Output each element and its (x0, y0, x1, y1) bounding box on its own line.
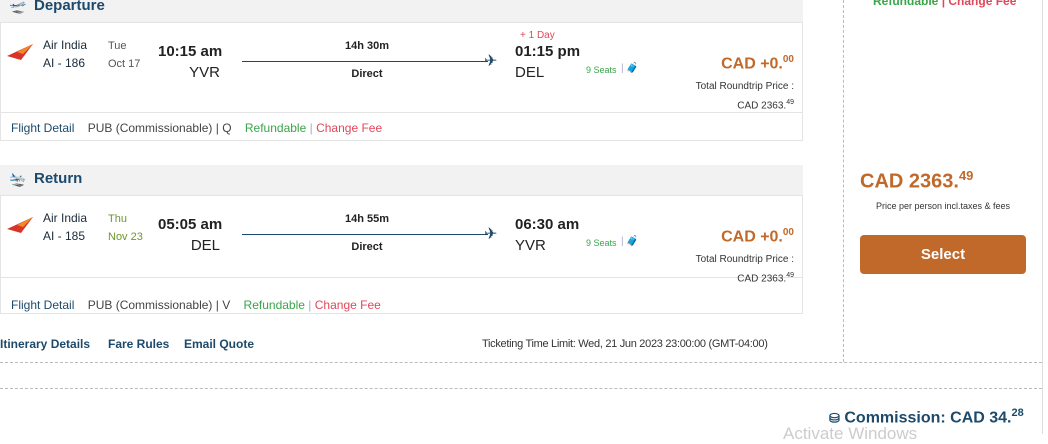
airplane-icon: ✈ (484, 53, 498, 70)
arrival-code: DEL (515, 64, 545, 81)
price-cents: 00 (782, 54, 794, 65)
air-india-logo (7, 44, 33, 60)
refundable-tag: Refundable (244, 121, 307, 135)
departure-code: DEL (190, 237, 220, 254)
total-cents: 49 (786, 99, 794, 106)
leg-price: CAD +0.00 (721, 227, 794, 246)
air-india-logo (7, 217, 33, 233)
commission-cents: 28 (1011, 407, 1024, 419)
airline: Air India AI - 185 (43, 209, 87, 245)
stops: Direct (351, 68, 383, 80)
price-main: CAD 2363. (860, 170, 959, 193)
plane-landing-icon: 🛬 (9, 171, 27, 187)
divider (0, 277, 803, 278)
total-label: Total Roundtrip Price : (695, 81, 794, 92)
ticketing-time-limit: Ticketing Time Limit: Wed, 21 Jun 2023 2… (482, 338, 768, 350)
total-main: CAD 2363. (737, 100, 787, 112)
email-quote-link[interactable]: Email Quote (184, 337, 255, 351)
price-main: CAD +0. (721, 55, 783, 73)
baggage-icon: | 🧳 (621, 236, 639, 247)
refundable-tag: Refundable (873, 0, 939, 8)
price-note: Price per person incl.taxes & fees (875, 201, 1011, 211)
refundable-tag: Refundable (243, 298, 305, 312)
flight-date: Tue Oct 17 (108, 37, 140, 73)
leg-header: 🛫 Departure (0, 0, 803, 22)
divider (1042, 0, 1043, 434)
coins-icon: ⛁ (829, 410, 840, 426)
price-cents: 49 (958, 168, 974, 183)
divider (0, 388, 1042, 389)
top-fare-tags: Refundable | Change Fee (873, 0, 1016, 8)
price-main: CAD +0. (721, 228, 783, 246)
total-main: CAD 2363. (737, 273, 787, 285)
baggage-icon: | 🧳 (621, 63, 639, 74)
flight-date: Thu Nov 23 (108, 210, 143, 246)
fare-class: PUB (Commissionable) | V (87, 298, 231, 312)
seats-available: 9 Seats (586, 65, 617, 75)
day: Thu (108, 213, 127, 225)
airplane-icon: ✈ (484, 226, 498, 243)
total-price: CAD 2363.49 (860, 168, 973, 194)
route-line (242, 61, 488, 62)
departure-code: YVR (189, 64, 220, 81)
total-label: Total Roundtrip Price : (695, 254, 794, 265)
airline: Air India AI - 186 (43, 36, 87, 72)
total-cents: 49 (786, 272, 794, 279)
leg-card (0, 22, 803, 141)
price-cents: 00 (782, 227, 794, 238)
sep: | (941, 0, 946, 8)
change-fee-tag: Change Fee (316, 121, 383, 135)
leg-title: Return (34, 170, 83, 187)
departure-time: 10:15 am (158, 43, 223, 60)
divider (0, 112, 803, 113)
seats-available: 9 Seats (586, 238, 617, 248)
departure-time: 05:05 am (158, 216, 223, 233)
total-roundtrip: Total Roundtrip Price : CAD 2363.49 (696, 252, 794, 287)
arrival-code: YVR (515, 237, 546, 254)
leg-footer: Flight Detail PUB (Commissionable) | V R… (11, 298, 381, 312)
fare-rules-link[interactable]: Fare Rules (108, 337, 170, 351)
divider (0, 362, 1042, 363)
leg-footer: Flight Detail PUB (Commissionable) | Q R… (11, 121, 383, 135)
total-roundtrip: Total Roundtrip Price : CAD 2363.49 (696, 79, 794, 114)
commission-label: Commission: CAD 34. (844, 409, 1012, 427)
leg-title: Departure (34, 0, 105, 14)
flight-detail-link[interactable]: Flight Detail (11, 298, 75, 312)
day-offset: + 1 Day (520, 30, 555, 41)
leg-header: 🛬 Return (0, 165, 803, 195)
date: Nov 23 (108, 231, 143, 243)
itinerary-details-link[interactable]: Itinerary Details (0, 337, 91, 351)
leg-card (0, 195, 803, 314)
date: Oct 17 (108, 58, 141, 70)
plane-takeoff-icon: 🛫 (9, 0, 27, 14)
airline-name: Air India (43, 38, 88, 52)
change-fee-tag: Change Fee (948, 0, 1017, 8)
commission: ⛁ Commission: CAD 34.28 (829, 407, 1024, 427)
duration: 14h 30m (344, 40, 390, 52)
stops: Direct (351, 241, 383, 253)
watermark: Activate Windows (783, 424, 918, 443)
change-fee-tag: Change Fee (314, 298, 381, 312)
fare-class: PUB (Commissionable) | Q (87, 121, 232, 135)
arrival-time: 06:30 am (515, 216, 580, 233)
flight-number: AI - 186 (43, 56, 86, 70)
select-button[interactable]: Select (860, 235, 1026, 274)
flight-detail-link[interactable]: Flight Detail (11, 121, 75, 135)
day: Tue (108, 40, 127, 52)
divider (843, 0, 844, 362)
flight-number: AI - 185 (43, 229, 86, 243)
leg-price: CAD +0.00 (721, 54, 794, 73)
duration: 14h 55m (344, 213, 390, 225)
arrival-time: 01:15 pm (515, 43, 581, 60)
route-line (242, 234, 488, 235)
airline-name: Air India (43, 211, 88, 225)
